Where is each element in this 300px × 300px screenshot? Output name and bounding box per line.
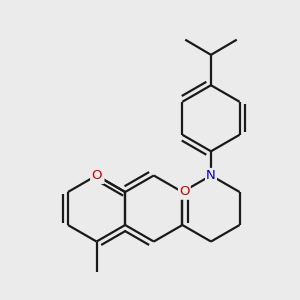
Text: O: O — [179, 185, 190, 199]
Text: O: O — [91, 169, 102, 182]
Text: O: O — [91, 168, 102, 181]
Text: O: O — [93, 170, 103, 183]
Text: N: N — [206, 169, 216, 182]
Text: N: N — [206, 169, 216, 182]
Text: O: O — [93, 170, 103, 183]
Text: O: O — [179, 185, 190, 199]
